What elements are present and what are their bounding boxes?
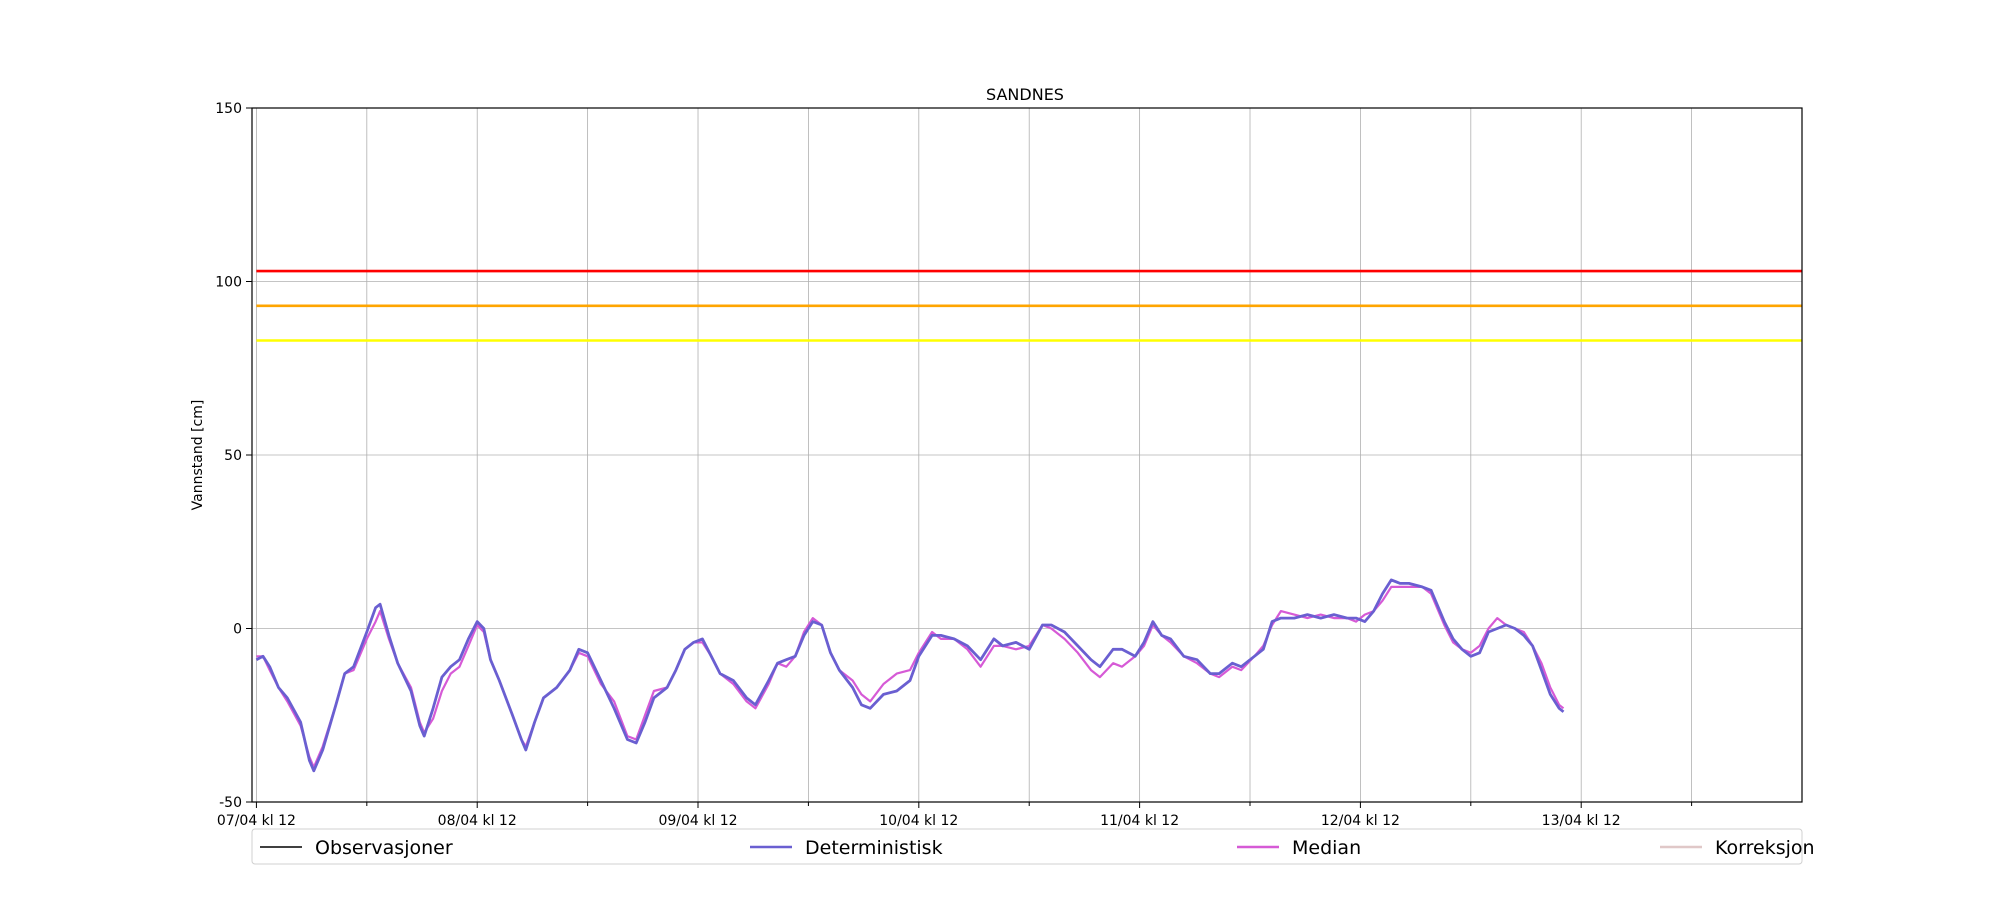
legend: Observasjoner Deterministisk Median Korreks… bbox=[251, 828, 1815, 865]
y-ticks: -50 0 50 100 150 bbox=[215, 101, 252, 811]
y-tick-label: 50 bbox=[224, 448, 242, 464]
legend-label: Deterministisk bbox=[805, 837, 943, 859]
x-tick-label: 08/04 kl 12 bbox=[438, 813, 517, 829]
legend-label: Median bbox=[1292, 837, 1361, 859]
x-ticks: 07/04 kl 12 08/04 kl 12 09/04 kl 12 10/04 k… bbox=[217, 802, 1693, 829]
legend-label: Observasjoner bbox=[315, 837, 453, 859]
x-tick-label: 09/04 kl 12 bbox=[658, 813, 737, 829]
x-tick-label: 12/04 kl 12 bbox=[1321, 813, 1400, 829]
legend-label: Korreksjon bbox=[1715, 837, 1815, 859]
x-tick-label: 13/04 kl 12 bbox=[1542, 813, 1621, 829]
y-tick-label: -50 bbox=[219, 795, 242, 811]
series-lines bbox=[255, 578, 1565, 773]
x-tick-label: 10/04 kl 12 bbox=[879, 813, 958, 829]
chart-title: SANDNES bbox=[986, 85, 1064, 104]
x-tick-label: 07/04 kl 12 bbox=[217, 813, 296, 829]
grid bbox=[252, 107, 1802, 803]
y-tick-label: 0 bbox=[233, 622, 242, 638]
series-line-deterministisk bbox=[255, 578, 1565, 773]
y-tick-label: 150 bbox=[215, 101, 242, 117]
threshold-lines bbox=[256, 269, 1802, 342]
legend-frame bbox=[251, 828, 1803, 865]
series-line-median bbox=[256, 585, 1565, 769]
y-tick-label: 100 bbox=[215, 275, 242, 291]
y-axis-label: Vannstand [cm] bbox=[190, 400, 206, 511]
x-tick-label: 11/04 kl 12 bbox=[1100, 813, 1179, 829]
